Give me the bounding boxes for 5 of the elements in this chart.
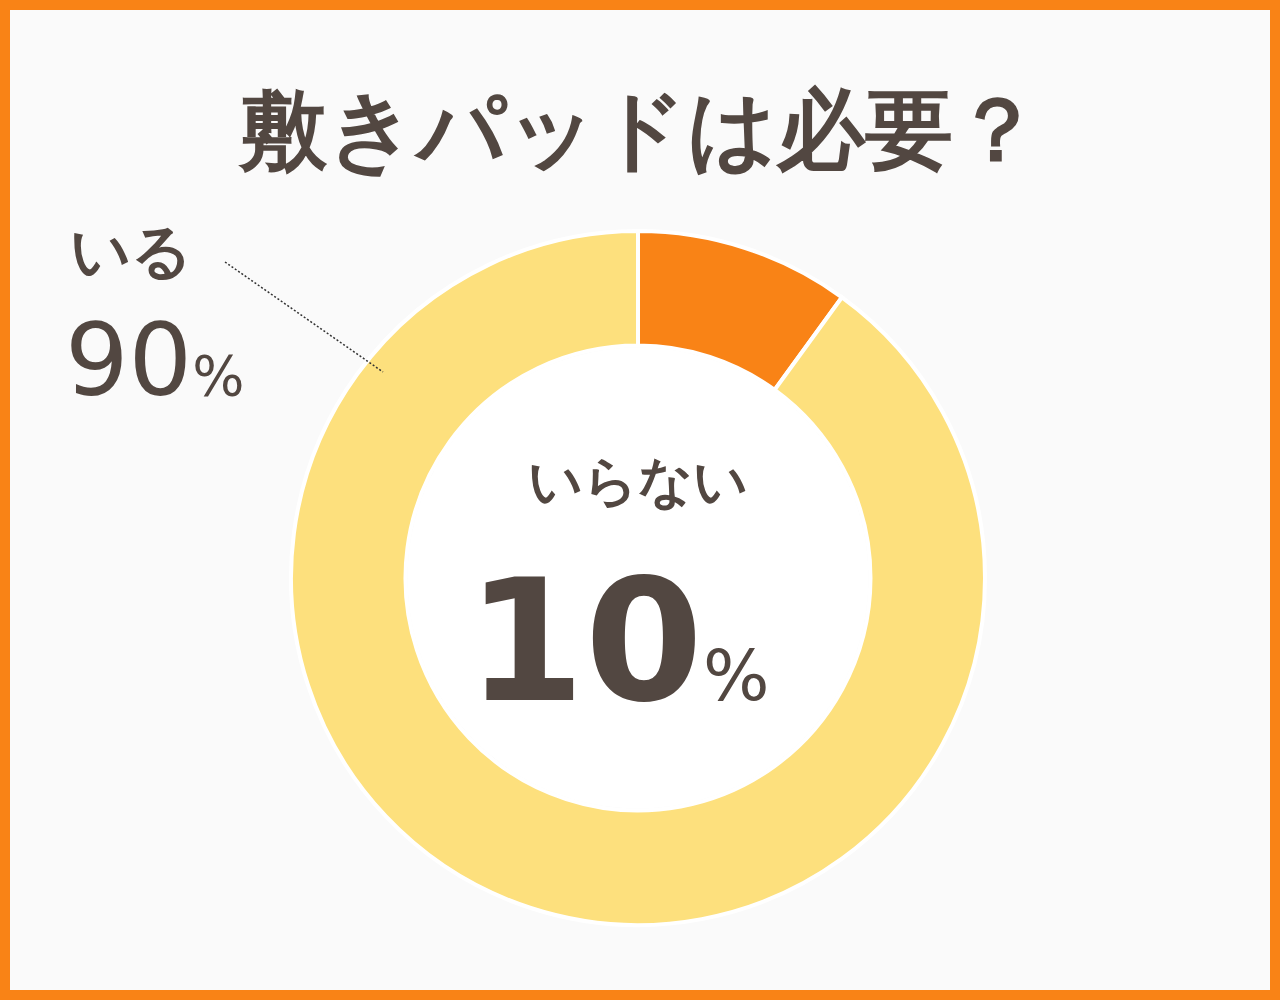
- slice-label: いらない: [528, 450, 748, 513]
- data-label: 10%: [466, 542, 770, 740]
- chart-title: 敷きパッドは必要？: [238, 78, 1041, 181]
- slice-label: いる: [70, 216, 192, 286]
- data-label: 90%: [65, 302, 245, 419]
